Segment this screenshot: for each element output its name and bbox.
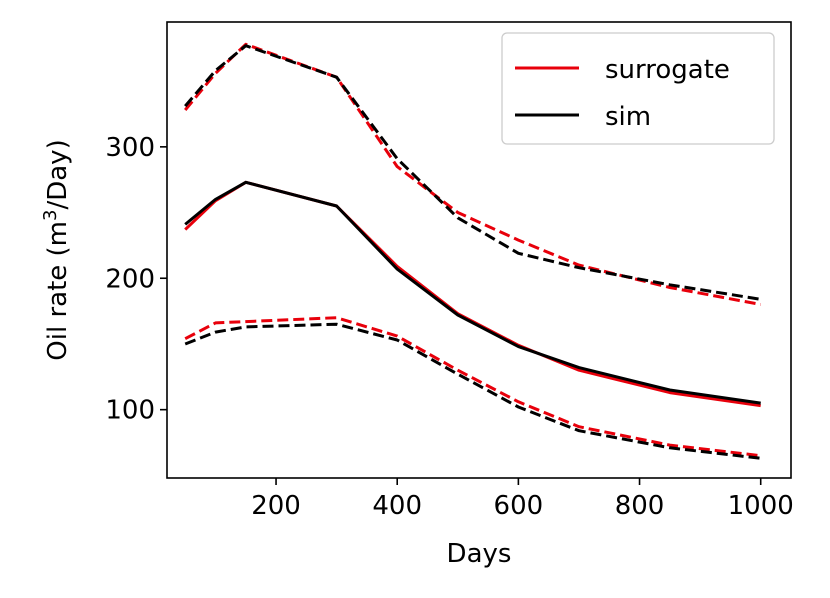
y-axis-label-superscript: 3 xyxy=(40,210,61,221)
y-axis-label-prefix: Oil rate (m xyxy=(43,221,73,361)
y-tick-label: 100 xyxy=(105,396,155,426)
x-tick-label: 200 xyxy=(251,491,301,521)
series-sim-upper-line xyxy=(184,44,761,301)
x-tick-label: 600 xyxy=(494,491,544,521)
y-axis-label-suffix: /Day) xyxy=(43,139,73,209)
legend-surrogate-label: surrogate xyxy=(605,55,730,85)
series-layer xyxy=(184,42,761,460)
series-surrogate-lower-line xyxy=(184,316,761,458)
series-surrogate-median-line xyxy=(184,180,761,408)
y-axis: 100 200 300 xyxy=(105,133,167,426)
legend: surrogate sim xyxy=(501,32,775,145)
x-tick-label: 400 xyxy=(372,491,422,521)
x-tick-label: 1000 xyxy=(728,491,794,521)
plot-frame xyxy=(166,21,792,479)
x-axis: 200 400 600 800 1000 xyxy=(251,478,794,521)
y-tick-label: 300 xyxy=(105,133,155,163)
y-axis-label: Oil rate (m3/Day) xyxy=(40,139,73,360)
x-axis-label: Days xyxy=(447,539,512,569)
series-sim-median-line xyxy=(184,180,761,405)
series-sim-lower-line xyxy=(184,322,761,460)
legend-sim-label: sim xyxy=(605,102,651,132)
y-tick-label: 200 xyxy=(105,264,155,294)
x-tick-label: 800 xyxy=(615,491,665,521)
